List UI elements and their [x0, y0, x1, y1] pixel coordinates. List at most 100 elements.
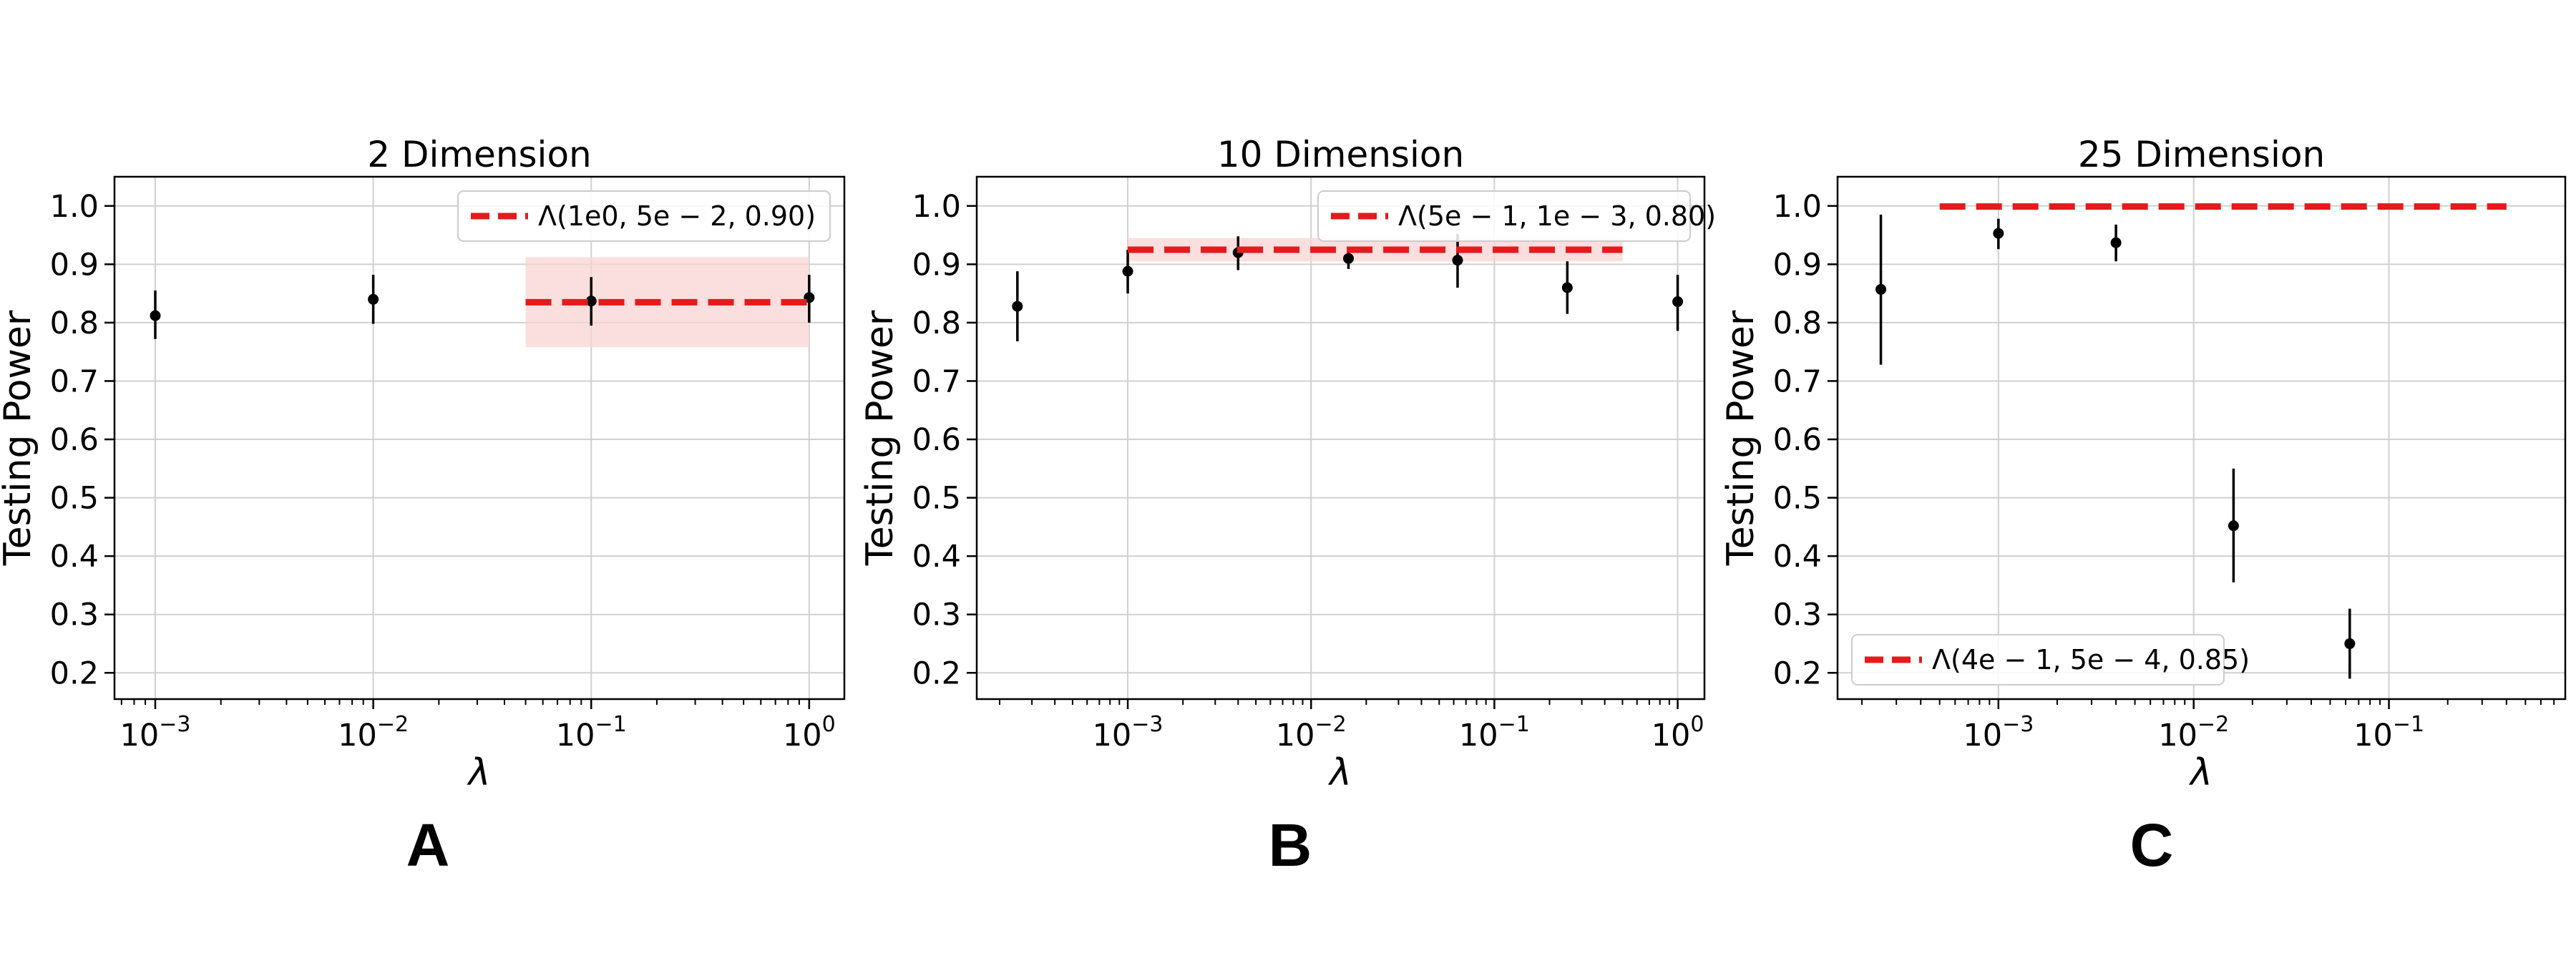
data-point-4	[2344, 638, 2356, 650]
x-axis-label: λ	[2188, 751, 2212, 794]
x-tick-exponent: −2	[377, 712, 409, 737]
x-tick-exponent: −3	[1131, 712, 1163, 737]
x-tick-exponent: −2	[2197, 712, 2229, 737]
data-point-0	[1012, 301, 1023, 312]
chart-title: 2 Dimension	[367, 134, 591, 175]
y-tick-label-0: 0.2	[912, 655, 961, 691]
y-tick-label-5: 0.7	[1773, 364, 1822, 399]
y-axis-label: Testing Power	[1719, 310, 1762, 566]
data-point-2	[2110, 237, 2122, 248]
y-tick-label-2: 0.4	[912, 539, 961, 575]
x-tick-base: 10	[1459, 718, 1498, 753]
panel-letter: B	[1269, 811, 1312, 879]
y-tick-label-4: 0.6	[50, 422, 99, 458]
x-tick-label-3: 100	[1652, 712, 1704, 753]
x-tick-base: 10	[1652, 718, 1691, 753]
data-point-3	[2228, 520, 2239, 532]
x-tick-label-2: 10−1	[2353, 712, 2424, 753]
data-point-4	[1452, 255, 1463, 266]
y-tick-label-3: 0.5	[50, 481, 99, 517]
legend-label: Λ(5e − 1, 1e − 3, 0.80)	[1398, 200, 1716, 232]
panel-a: 0.20.30.40.50.60.70.80.91.010−3 10−2 10−1 1…	[0, 134, 846, 879]
x-tick-exponent: −1	[1498, 712, 1530, 737]
legend-label: Λ(4e − 1, 5e − 4, 0.85)	[1932, 644, 2250, 675]
panel-b: 0.20.30.40.50.60.70.80.91.010−3 10−2 10−1 1…	[859, 134, 1716, 879]
y-tick-label-0: 0.2	[1773, 655, 1822, 691]
y-tick-label-5: 0.7	[50, 364, 99, 399]
data-point-1	[368, 293, 379, 305]
data-point-5	[1561, 282, 1573, 293]
y-tick-label-4: 0.6	[1773, 422, 1822, 458]
x-tick-base: 10	[1093, 718, 1132, 753]
data-point-1	[1993, 228, 2004, 239]
x-tick-base: 10	[2158, 718, 2197, 753]
y-tick-label-4: 0.6	[912, 422, 961, 458]
data-point-0	[1875, 283, 1887, 295]
y-tick-label-1: 0.3	[50, 597, 99, 633]
y-tick-label-0: 0.2	[50, 655, 99, 691]
x-tick-base: 10	[783, 718, 822, 753]
y-tick-label-8: 1.0	[1773, 189, 1822, 225]
data-point-1	[1122, 265, 1133, 277]
x-tick-base: 10	[2353, 718, 2393, 753]
axes-frame	[1836, 175, 2567, 701]
panel-c: 0.20.30.40.50.60.70.80.91.010−3 10−2 10−12…	[1719, 134, 2567, 879]
y-tick-label-8: 1.0	[50, 189, 99, 225]
legend-box	[1317, 190, 1691, 242]
legend-box	[457, 190, 831, 242]
data-point-6	[1672, 296, 1684, 308]
x-tick-exponent: 0	[822, 712, 836, 737]
x-tick-exponent: −1	[595, 712, 626, 737]
legend: Λ(5e − 1, 1e − 3, 0.80)	[1317, 190, 1716, 242]
panel-letter: C	[2130, 811, 2174, 879]
x-tick-label-0: 10−3	[120, 712, 191, 753]
y-axis-label: Testing Power	[859, 310, 902, 566]
x-tick-base: 10	[120, 718, 160, 753]
legend-box	[1851, 634, 2225, 686]
y-axis-label: Testing Power	[0, 310, 39, 566]
y-tick-label-7: 0.9	[1773, 247, 1822, 283]
x-tick-label-1: 10−2	[1276, 712, 1347, 753]
panel-letter: A	[406, 811, 450, 879]
x-tick-exponent: −2	[1314, 712, 1346, 737]
y-tick-label-2: 0.4	[50, 539, 99, 575]
legend: Λ(4e − 1, 5e − 4, 0.85)	[1851, 634, 2250, 686]
x-tick-base: 10	[1963, 718, 2002, 753]
y-tick-label-1: 0.3	[1773, 597, 1822, 633]
y-tick-label-8: 1.0	[912, 189, 961, 225]
data-point-2	[585, 296, 597, 307]
y-tick-label-3: 0.5	[912, 481, 961, 517]
x-axis-label: λ	[467, 751, 491, 794]
x-tick-exponent: −1	[2393, 712, 2424, 737]
legend: Λ(1e0, 5e − 2, 0.90)	[457, 190, 831, 242]
x-tick-label-2: 10−1	[556, 712, 627, 753]
x-tick-label-0: 10−3	[1963, 712, 2034, 753]
x-tick-exponent: −3	[2002, 712, 2034, 737]
x-tick-label-1: 10−2	[338, 712, 409, 753]
x-tick-base: 10	[1276, 718, 1315, 753]
y-tick-label-6: 0.8	[50, 306, 99, 341]
data-point-3	[1343, 253, 1355, 264]
chart-title: 25 Dimension	[2078, 134, 2325, 175]
x-tick-exponent: −3	[159, 712, 190, 737]
y-tick-label-6: 0.8	[912, 306, 961, 341]
chart-title: 10 Dimension	[1217, 134, 1464, 175]
x-tick-label-1: 10−2	[2158, 712, 2229, 753]
x-tick-label-2: 10−1	[1459, 712, 1530, 753]
x-tick-label-3: 100	[783, 712, 836, 753]
data-point-0	[150, 310, 161, 321]
y-tick-label-1: 0.3	[912, 597, 961, 633]
axes-frame	[113, 175, 846, 701]
x-tick-base: 10	[556, 718, 595, 753]
panels: 0.20.30.40.50.60.70.80.91.010−3 10−2 10−1 1…	[0, 134, 2567, 879]
axes-frame	[975, 175, 1706, 701]
y-tick-label-5: 0.7	[912, 364, 961, 399]
y-tick-label-2: 0.4	[1773, 539, 1822, 575]
x-tick-base: 10	[338, 718, 377, 753]
y-tick-label-7: 0.9	[50, 247, 99, 283]
x-tick-exponent: 0	[1690, 712, 1704, 737]
x-tick-label-0: 10−3	[1093, 712, 1163, 753]
y-tick-label-6: 0.8	[1773, 306, 1822, 341]
